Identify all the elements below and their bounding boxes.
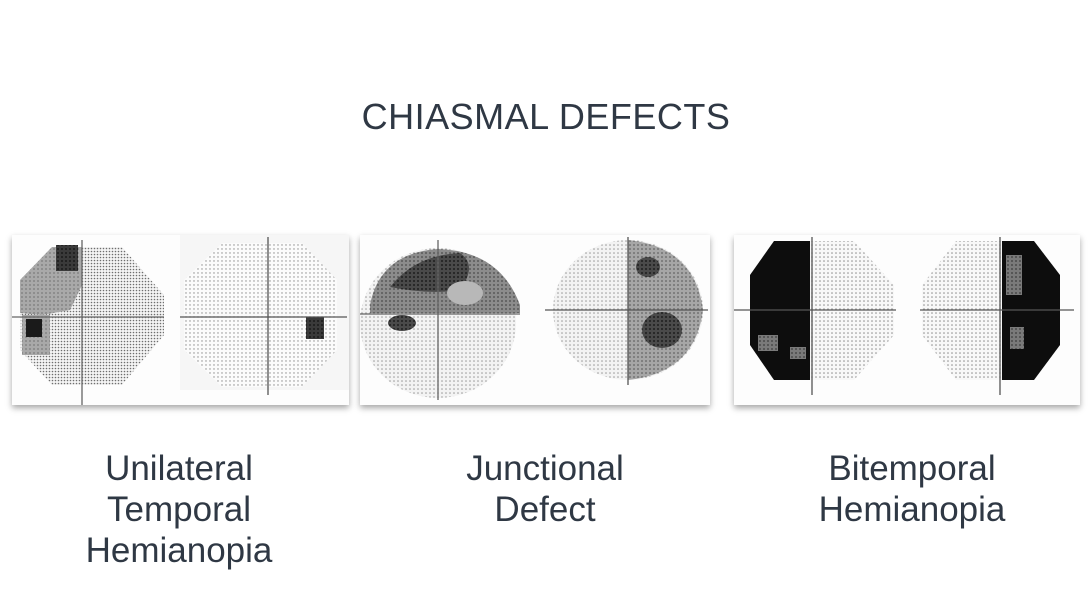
visual-field-plots-unilateral <box>12 235 349 405</box>
visual-field-panel-unilateral <box>12 235 349 405</box>
caption-bitemporal: Bitemporal Hemianopia <box>772 448 1052 530</box>
caption-line: Hemianopia <box>85 531 273 570</box>
caption-line: Unilateral <box>105 449 253 488</box>
visual-field-panel-junctional <box>360 235 710 405</box>
visual-field-panel-bitemporal <box>734 235 1080 405</box>
caption-junctional: Junctional Defect <box>405 448 685 530</box>
caption-line: Defect <box>494 490 596 529</box>
field-right-eye <box>184 243 337 387</box>
caption-line: Hemianopia <box>818 490 1006 529</box>
caption-unilateral: Unilateral Temporal Hemianopia <box>40 448 318 571</box>
slide-title: CHIASMAL DEFECTS <box>361 96 731 137</box>
caption-line: Temporal <box>107 490 251 529</box>
caption-line: Bitemporal <box>828 449 996 488</box>
visual-field-plots-bitemporal <box>734 237 1074 395</box>
visual-field-plots-junctional <box>360 237 708 400</box>
caption-line: Junctional <box>466 449 624 488</box>
